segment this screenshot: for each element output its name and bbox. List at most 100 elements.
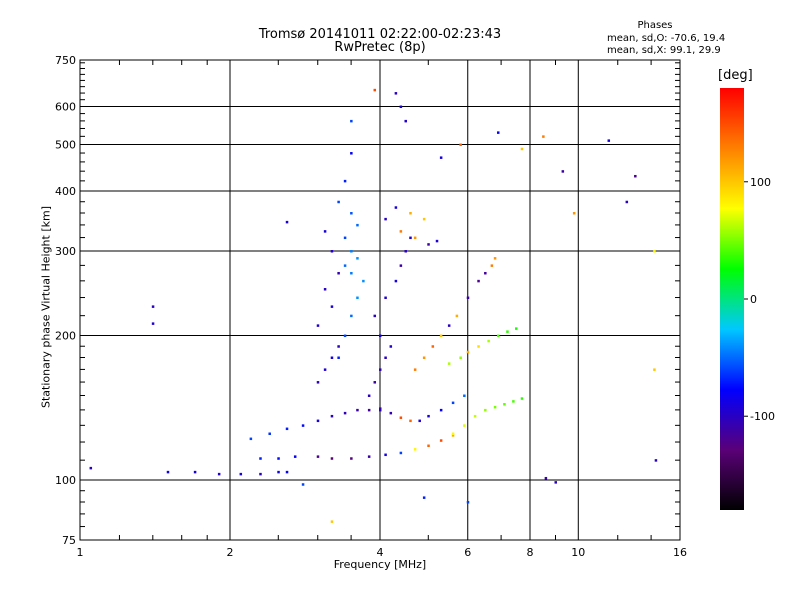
data-point bbox=[373, 381, 377, 384]
y-axis-label: Stationary phase Virtual Height [km] bbox=[39, 205, 53, 409]
y-tick-label: 600 bbox=[55, 101, 76, 114]
y-tick-label: 200 bbox=[55, 330, 76, 343]
data-point bbox=[330, 457, 334, 460]
data-point bbox=[544, 476, 548, 480]
colorbar-unit-label: [deg] bbox=[718, 68, 753, 83]
data-point bbox=[337, 271, 340, 275]
data-point bbox=[277, 470, 280, 474]
data-point bbox=[373, 314, 377, 318]
data-point bbox=[356, 408, 359, 412]
data-point bbox=[431, 345, 435, 348]
x-tick-label: 10 bbox=[571, 546, 585, 559]
data-point bbox=[418, 419, 421, 423]
data-point bbox=[293, 455, 297, 458]
data-point bbox=[394, 279, 398, 283]
data-point bbox=[473, 414, 477, 418]
data-point bbox=[268, 432, 271, 436]
data-point bbox=[506, 330, 509, 333]
data-point bbox=[654, 459, 658, 462]
data-point bbox=[316, 381, 320, 384]
x-axis-label: Frequency [MHz] bbox=[333, 558, 427, 571]
data-point bbox=[439, 439, 443, 442]
data-point bbox=[459, 143, 462, 147]
data-point bbox=[249, 437, 253, 441]
data-point bbox=[285, 220, 289, 224]
data-point bbox=[496, 334, 500, 338]
data-point bbox=[413, 368, 417, 371]
colorbar-tick-label: 0 bbox=[750, 293, 757, 306]
data-point bbox=[350, 119, 353, 123]
y-tick-label: 300 bbox=[55, 245, 76, 258]
phases-heading: Phases bbox=[637, 20, 673, 31]
data-point bbox=[350, 457, 353, 460]
data-point bbox=[301, 483, 305, 486]
data-point bbox=[330, 414, 334, 418]
data-point bbox=[399, 105, 403, 109]
data-point bbox=[151, 305, 155, 308]
y-tick-label: 100 bbox=[55, 474, 76, 487]
data-point bbox=[477, 279, 480, 283]
data-point bbox=[379, 408, 382, 412]
data-point bbox=[343, 411, 347, 415]
data-point bbox=[166, 470, 170, 474]
data-point bbox=[496, 131, 500, 134]
data-point bbox=[356, 296, 359, 300]
data-point bbox=[337, 356, 340, 359]
data-point bbox=[362, 279, 365, 283]
data-point bbox=[607, 139, 611, 142]
data-point bbox=[217, 472, 221, 476]
data-point bbox=[463, 424, 466, 427]
data-point bbox=[337, 345, 340, 348]
data-point bbox=[379, 334, 382, 338]
data-point bbox=[451, 434, 455, 437]
data-point bbox=[427, 444, 430, 448]
data-point bbox=[259, 472, 262, 476]
data-point bbox=[634, 174, 637, 178]
phase-stats-o: mean, sd,O: -70.6, 19.4 bbox=[607, 33, 726, 44]
data-point bbox=[466, 500, 470, 504]
x-tick-label: 6 bbox=[464, 546, 471, 559]
data-point bbox=[493, 405, 497, 409]
data-point bbox=[285, 427, 289, 431]
chart-title: Tromsø 20141011 02:22:00-02:23:43 bbox=[258, 27, 502, 42]
data-point bbox=[520, 147, 524, 151]
data-point bbox=[343, 334, 347, 338]
data-point bbox=[379, 368, 382, 371]
data-point bbox=[389, 345, 393, 348]
data-point bbox=[455, 314, 459, 318]
data-point bbox=[451, 401, 455, 405]
data-point bbox=[625, 200, 629, 204]
data-point bbox=[316, 419, 320, 423]
data-point bbox=[337, 200, 340, 204]
data-point bbox=[409, 212, 412, 215]
data-point bbox=[451, 432, 455, 436]
data-point bbox=[399, 264, 403, 267]
chart-subtitle: RwPretec (8p) bbox=[334, 40, 426, 55]
data-point bbox=[466, 296, 470, 300]
data-point bbox=[323, 288, 327, 291]
data-point bbox=[561, 170, 565, 173]
data-point bbox=[439, 156, 443, 159]
data-point bbox=[350, 152, 353, 155]
data-point bbox=[477, 345, 480, 348]
data-point bbox=[384, 453, 387, 457]
data-point bbox=[493, 257, 497, 260]
data-point bbox=[409, 236, 412, 240]
data-point bbox=[399, 416, 403, 419]
data-point bbox=[515, 327, 518, 330]
data-point bbox=[399, 230, 403, 233]
data-point bbox=[356, 223, 359, 227]
colorbar-tick-label: -100 bbox=[750, 410, 775, 423]
x-tick-label: 2 bbox=[227, 546, 234, 559]
data-point bbox=[356, 257, 359, 260]
data-point bbox=[653, 368, 656, 371]
data-point bbox=[343, 264, 347, 267]
data-point bbox=[490, 264, 494, 267]
data-point bbox=[459, 356, 462, 359]
x-tick-label: 1 bbox=[77, 546, 84, 559]
data-point bbox=[520, 397, 524, 400]
data-point bbox=[439, 334, 443, 338]
x-tick-label: 16 bbox=[673, 546, 687, 559]
data-point bbox=[422, 356, 426, 359]
